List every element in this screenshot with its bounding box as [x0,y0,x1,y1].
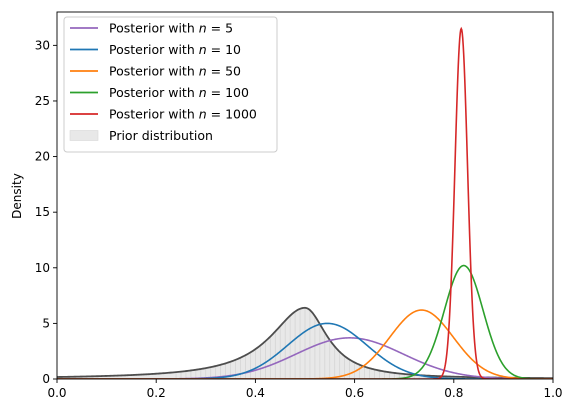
axes-layer: 0.0 0.2 0.4 0.6 0.8 1.0 0 5 10 15 20 25 30 [35,11,563,400]
y-tick-label: 15 [35,205,50,219]
x-tick-label: 0.6 [345,386,364,400]
x-tick-label: 0.2 [147,386,166,400]
legend-label: Posterior with n = 10 [109,42,241,57]
legend-swatch-prior [69,130,99,141]
y-tick-label: 5 [42,316,50,330]
legend-label: Posterior with n = 5 [109,21,233,36]
y-axis-label: Density [10,173,24,219]
plot-frame [56,11,554,380]
y-tick-label: 0 [42,372,50,386]
legend-label: Posterior with n = 50 [109,64,241,79]
x-tick-label: 1.0 [543,386,562,400]
legend: Posterior with n = 5 Posterior with n = 1… [63,16,278,153]
y-tick-label: 30 [35,38,50,52]
y-tick-label: 25 [35,94,50,108]
posterior-curve [57,26,553,379]
prior-curve [57,306,553,379]
x-tick-label: 0.4 [246,386,265,400]
y-tick-label: 20 [35,150,50,164]
x-tick-label: 0.0 [47,386,66,400]
legend-label: Posterior with n = 100 [109,85,249,100]
legend-frame [63,16,278,153]
x-tick-label: 0.8 [444,386,463,400]
y-tick-label: 10 [35,261,50,275]
legend-label-prior: Prior distribution [109,128,213,143]
legend-label: Posterior with n = 1000 [109,107,257,122]
